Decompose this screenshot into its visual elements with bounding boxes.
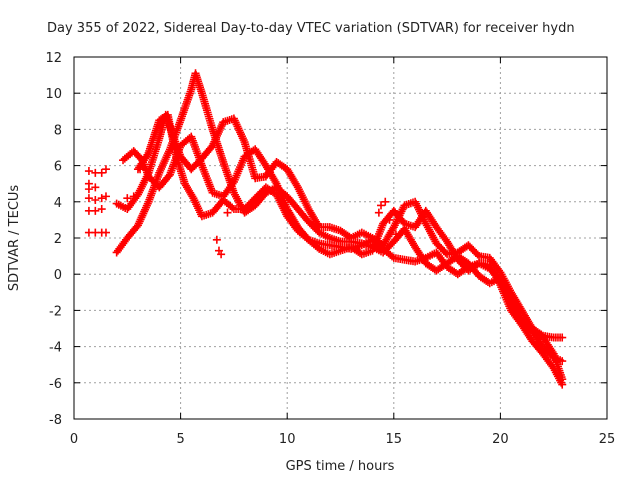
data-point (228, 203, 237, 212)
x-tick-label: 15 (386, 432, 403, 447)
series-track-4 (133, 110, 567, 389)
data-point (91, 183, 100, 192)
data-point (101, 192, 110, 201)
data-point (385, 215, 394, 224)
data-point (97, 194, 106, 203)
y-tick-label: 0 (54, 268, 62, 283)
y-tick-label: 12 (45, 51, 62, 66)
data-point (101, 228, 110, 237)
data-point (129, 192, 138, 201)
x-tick-label: 20 (492, 432, 509, 447)
y-tick-label: 2 (54, 232, 62, 247)
data-point (374, 208, 383, 217)
x-axis-label: GPS time / hours (286, 459, 395, 474)
data-point (381, 197, 390, 206)
data-series (84, 69, 567, 389)
data-point (101, 165, 110, 174)
y-axis-label: SDTVAR / TECUs (7, 185, 22, 292)
data-point (212, 235, 221, 244)
chart-title: Day 355 of 2022, Sidereal Day-to-day VTE… (47, 21, 575, 36)
x-tick-label: 5 (176, 432, 184, 447)
data-point (558, 333, 567, 342)
data-point (558, 357, 567, 366)
data-point (143, 150, 152, 159)
series-scatter-start (84, 165, 400, 259)
data-point (91, 206, 100, 215)
y-tick-label: -4 (49, 341, 62, 356)
data-point (97, 168, 106, 177)
data-point (441, 248, 450, 257)
x-tick-label: 0 (70, 432, 78, 447)
data-point (91, 195, 100, 204)
data-point (84, 194, 93, 203)
data-point (136, 165, 145, 174)
data-point (97, 205, 106, 214)
y-tick-label: 6 (54, 160, 62, 175)
y-tick-label: -6 (49, 377, 62, 392)
data-point (123, 194, 132, 203)
data-point (391, 230, 400, 239)
data-point (84, 167, 93, 176)
x-tick-label: 25 (599, 432, 616, 447)
y-tick-label: -2 (49, 304, 62, 319)
data-point (377, 201, 386, 210)
data-point (223, 208, 232, 217)
data-point (217, 250, 226, 259)
axis-ticks: 0 5 10 15 20 25 -8 -6 -4 -2 0 2 4 6 8 10 12 (45, 51, 615, 447)
data-point (558, 380, 567, 389)
y-tick-label: -8 (49, 413, 62, 428)
x-tick-label: 10 (279, 432, 296, 447)
data-point (84, 185, 93, 194)
y-tick-label: 8 (54, 123, 62, 138)
series-track-2 (112, 110, 567, 342)
y-tick-label: 4 (54, 196, 62, 211)
y-tick-label: 10 (45, 87, 62, 102)
